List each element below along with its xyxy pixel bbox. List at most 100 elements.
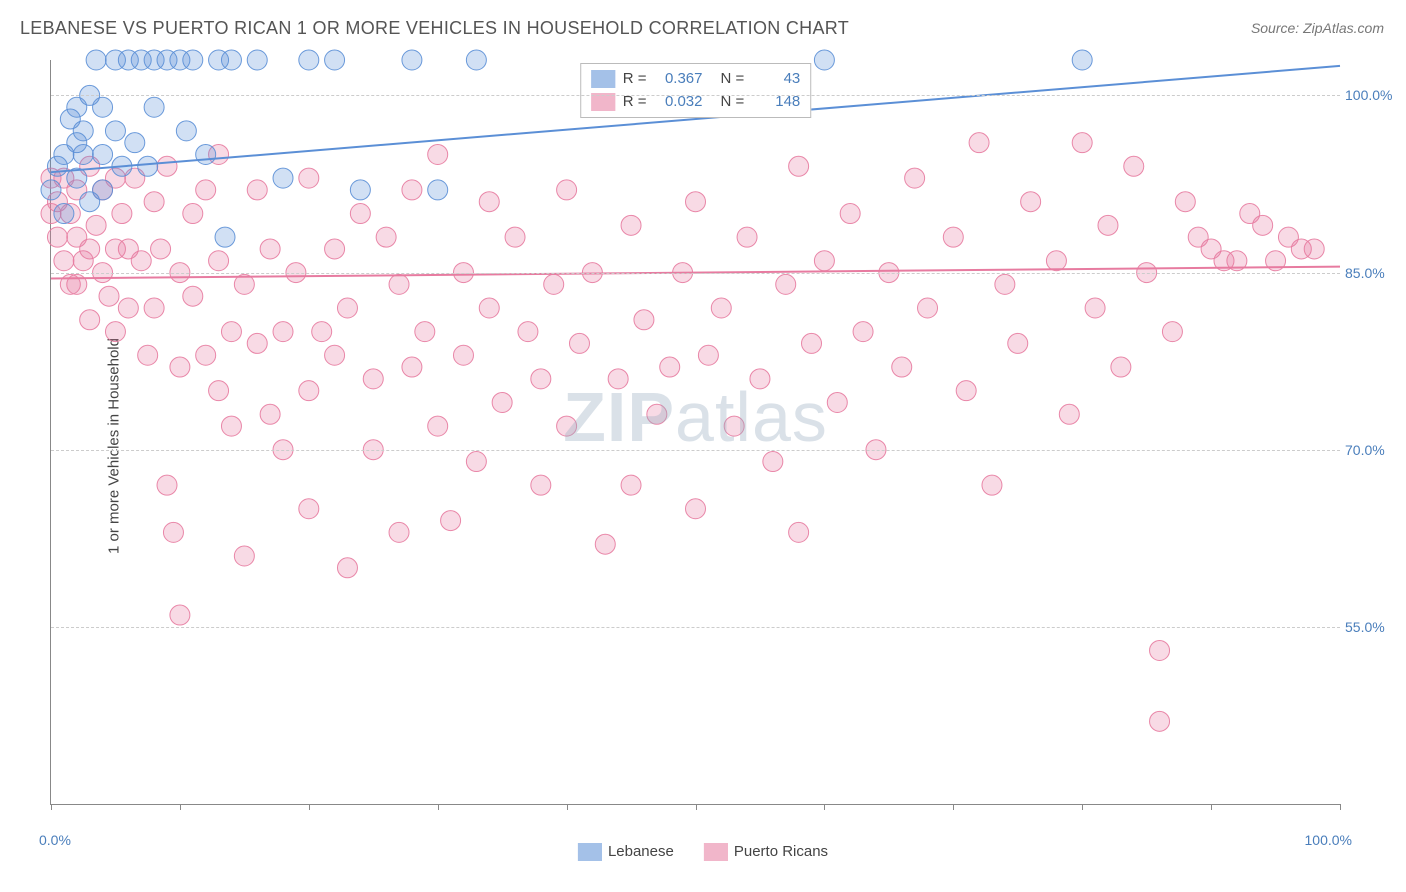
scatter-point: [1253, 215, 1273, 235]
legend-n-label: N =: [721, 68, 745, 91]
scatter-point: [260, 404, 280, 424]
scatter-point: [557, 416, 577, 436]
scatter-point: [183, 204, 203, 224]
scatter-point: [86, 50, 106, 70]
scatter-point: [93, 97, 113, 117]
scatter-point: [1150, 640, 1170, 660]
legend-swatch: [704, 843, 728, 861]
scatter-point: [918, 298, 938, 318]
scatter-point: [466, 452, 486, 472]
scatter-point: [479, 192, 499, 212]
scatter-point: [299, 168, 319, 188]
scatter-point: [608, 369, 628, 389]
legend-r-label: R =: [623, 68, 647, 91]
scatter-point: [711, 298, 731, 318]
scatter-point: [814, 251, 834, 271]
scatter-point: [47, 227, 67, 247]
scatter-point: [144, 298, 164, 318]
scatter-point: [234, 546, 254, 566]
scatter-point: [660, 357, 680, 377]
scatter-point: [531, 475, 551, 495]
scatter-point: [138, 156, 158, 176]
scatter-point: [54, 204, 74, 224]
scatter-point: [176, 121, 196, 141]
x-tick-mark: [180, 804, 181, 810]
scatter-point: [814, 50, 834, 70]
scatter-point: [170, 357, 190, 377]
scatter-point: [1162, 322, 1182, 342]
scatter-point: [138, 345, 158, 365]
scatter-point: [144, 97, 164, 117]
y-tick-label: 85.0%: [1345, 265, 1400, 281]
scatter-point: [273, 168, 293, 188]
scatter-point: [299, 381, 319, 401]
scatter-point: [118, 298, 138, 318]
x-tick-mark: [696, 804, 697, 810]
scatter-point: [402, 50, 422, 70]
scatter-point: [54, 251, 74, 271]
scatter-point: [221, 416, 241, 436]
scatter-point: [686, 192, 706, 212]
y-tick-label: 55.0%: [1345, 619, 1400, 635]
scatter-point: [273, 322, 293, 342]
scatter-point: [763, 452, 783, 472]
legend-n-value: 43: [752, 68, 800, 91]
x-tick-mark: [1211, 804, 1212, 810]
scatter-point: [337, 558, 357, 578]
scatter-point: [621, 475, 641, 495]
scatter-point: [93, 180, 113, 200]
scatter-point: [170, 605, 190, 625]
scatter-point: [840, 204, 860, 224]
scatter-point: [995, 274, 1015, 294]
scatter-point: [686, 499, 706, 519]
scatter-point: [492, 392, 512, 412]
legend-r-value: 0.367: [655, 68, 703, 91]
scatter-point: [415, 322, 435, 342]
scatter-point: [299, 50, 319, 70]
scatter-point: [982, 475, 1002, 495]
scatter-point: [131, 251, 151, 271]
scatter-point: [151, 239, 171, 259]
scatter-point: [428, 180, 448, 200]
scatter-point: [1124, 156, 1144, 176]
scatter-point: [247, 333, 267, 353]
scatter-point: [196, 144, 216, 164]
x-tick-mark: [824, 804, 825, 810]
chart-title: LEBANESE VS PUERTO RICAN 1 OR MORE VEHIC…: [20, 18, 849, 39]
scatter-point: [73, 144, 93, 164]
legend-swatch: [591, 70, 615, 88]
gridline: [51, 450, 1340, 451]
scatter-point: [569, 333, 589, 353]
scatter-point: [389, 274, 409, 294]
scatter-point: [105, 121, 125, 141]
scatter-point: [1008, 333, 1028, 353]
scatter-point: [325, 50, 345, 70]
x-tick-label-min: 0.0%: [39, 832, 71, 848]
scatter-point: [1175, 192, 1195, 212]
scatter-point: [86, 215, 106, 235]
scatter-point: [196, 180, 216, 200]
scatter-point: [247, 50, 267, 70]
scatter-point: [157, 156, 177, 176]
scatter-point: [428, 416, 448, 436]
scatter-point: [1021, 192, 1041, 212]
x-tick-mark: [438, 804, 439, 810]
scatter-point: [441, 511, 461, 531]
scatter-point: [112, 204, 132, 224]
x-tick-mark: [1082, 804, 1083, 810]
y-tick-label: 100.0%: [1345, 87, 1400, 103]
scatter-point: [724, 416, 744, 436]
scatter-point: [647, 404, 667, 424]
scatter-point: [634, 310, 654, 330]
x-tick-label-max: 100.0%: [1305, 832, 1352, 848]
scatter-point: [789, 156, 809, 176]
scatter-point: [402, 357, 422, 377]
scatter-point: [1072, 133, 1092, 153]
x-tick-mark: [51, 804, 52, 810]
scatter-point: [73, 121, 93, 141]
scatter-point: [247, 180, 267, 200]
scatter-point: [221, 322, 241, 342]
scatter-point: [428, 144, 448, 164]
scatter-point: [827, 392, 847, 412]
correlation-legend: R =0.367N =43R =0.032N =148: [580, 63, 812, 118]
